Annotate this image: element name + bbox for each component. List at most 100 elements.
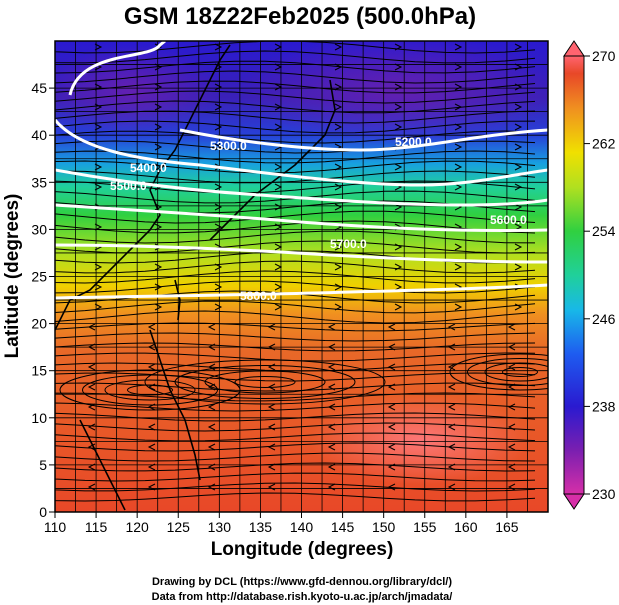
gyre-streamline bbox=[502, 367, 538, 377]
contour-line-5400 bbox=[55, 168, 548, 207]
streamline bbox=[55, 180, 536, 194]
wind-arrow bbox=[387, 383, 396, 391]
contour-label-5600: 5600.0 bbox=[490, 213, 527, 227]
wind-arrow bbox=[447, 323, 456, 331]
wind-arrow bbox=[87, 423, 96, 431]
wind-arrow bbox=[394, 303, 403, 311]
colorbar-ticks: 230 238 246 254 262 270 bbox=[584, 48, 616, 502]
colorbar-tick-label: 238 bbox=[592, 398, 616, 414]
wind-arrow bbox=[454, 83, 463, 91]
y-axis-title: Latitude (degrees) bbox=[2, 194, 23, 359]
wind-arrow bbox=[327, 423, 336, 431]
y-tick-label: 30 bbox=[31, 221, 47, 237]
wind-arrow bbox=[514, 43, 523, 51]
colorbar: 230 238 246 254 262 270 bbox=[563, 40, 616, 510]
wind-arrow bbox=[147, 423, 156, 431]
wind-arrow bbox=[514, 143, 523, 151]
wind-arrow bbox=[87, 443, 96, 451]
wind-arrow bbox=[267, 483, 276, 491]
wind-arrow bbox=[87, 363, 96, 371]
wind-arrow bbox=[214, 43, 223, 51]
colorbar-bottom-arrow bbox=[563, 493, 585, 510]
contour-line-5200-west bbox=[68, 41, 166, 96]
wind-arrow bbox=[327, 383, 336, 391]
contour-label-5800: 5800.0 bbox=[240, 289, 277, 303]
wind-arrow bbox=[267, 383, 276, 391]
wind-arrow bbox=[507, 383, 516, 391]
wind-arrow bbox=[514, 83, 523, 91]
wind-arrow bbox=[454, 263, 463, 271]
wind-arrow bbox=[514, 123, 523, 131]
wind-arrow bbox=[394, 283, 403, 291]
wind-arrow bbox=[387, 323, 396, 331]
wind-arrow bbox=[454, 183, 463, 191]
streamline bbox=[55, 322, 536, 332]
wind-arrow bbox=[334, 203, 343, 211]
colorbar-tick-label: 262 bbox=[592, 136, 616, 152]
wind-arrow bbox=[94, 183, 103, 191]
contour-line-5800 bbox=[55, 283, 548, 300]
wind-arrow bbox=[394, 103, 403, 111]
streamline bbox=[55, 482, 536, 492]
wind-arrow bbox=[154, 83, 163, 91]
wind-arrow bbox=[214, 263, 223, 271]
streamline bbox=[55, 310, 536, 324]
x-tick-label: 165 bbox=[495, 519, 519, 535]
y-tick-label: 40 bbox=[31, 127, 47, 143]
streamline bbox=[55, 220, 536, 234]
wind-arrow bbox=[447, 423, 456, 431]
streamline bbox=[55, 492, 536, 502]
wind-arrow bbox=[507, 443, 516, 451]
credit-data: Data from http://database.rish.kyoto-u.a… bbox=[152, 591, 453, 603]
wind-arrow bbox=[214, 103, 223, 111]
wind-arrow bbox=[87, 383, 96, 391]
streamline bbox=[55, 130, 536, 144]
wind-arrow bbox=[514, 163, 523, 171]
wind-arrow bbox=[147, 403, 156, 411]
wind-arrow bbox=[327, 363, 336, 371]
x-axis-ticks: 110 115 120 125 130 135 140 145 150 155 160 165 bbox=[44, 512, 519, 535]
gyre-streamline bbox=[484, 362, 548, 382]
wind-arrow bbox=[514, 243, 523, 251]
wind-arrow bbox=[154, 303, 163, 311]
streamline bbox=[55, 210, 536, 224]
wind-arrow bbox=[394, 83, 403, 91]
wind-arrow bbox=[514, 303, 523, 311]
wind-arrow bbox=[207, 403, 216, 411]
y-tick-label: 5 bbox=[39, 457, 47, 473]
x-tick-label: 130 bbox=[208, 519, 232, 535]
plot-area: 5200.0 5300.0 5400.0 5500.0 5600.0 5700.… bbox=[55, 41, 548, 512]
wind-arrow bbox=[214, 303, 223, 311]
colorbar-tick-label: 230 bbox=[592, 486, 616, 502]
contour-line-5600 bbox=[55, 243, 548, 264]
streamline bbox=[55, 160, 536, 174]
wind-arrow bbox=[327, 443, 336, 451]
x-axis-title: Longitude (degrees) bbox=[211, 539, 394, 560]
wind-arrow bbox=[514, 263, 523, 271]
wind-arrow bbox=[94, 163, 103, 171]
wind-arrow bbox=[154, 123, 163, 131]
wind-arrow bbox=[447, 443, 456, 451]
wind-arrow bbox=[154, 163, 163, 171]
x-tick-label: 110 bbox=[44, 519, 67, 535]
philippines-coast bbox=[149, 329, 201, 481]
x-tick-label: 115 bbox=[85, 519, 108, 535]
wind-arrow bbox=[454, 103, 463, 111]
streamline bbox=[55, 70, 536, 84]
wind-arrow bbox=[447, 363, 456, 371]
streamline bbox=[55, 190, 536, 204]
wind-arrow bbox=[507, 323, 516, 331]
wind-arrow bbox=[334, 283, 343, 291]
wind-arrow bbox=[147, 383, 156, 391]
wind-arrow bbox=[87, 403, 96, 411]
streamline bbox=[55, 472, 536, 482]
contour-line-5300 bbox=[55, 119, 548, 187]
wind-arrow bbox=[514, 203, 523, 211]
wind-arrow bbox=[267, 323, 276, 331]
wind-arrow bbox=[387, 363, 396, 371]
streamline bbox=[55, 452, 536, 462]
gyre-streamline bbox=[104, 379, 196, 401]
gyre-streamline bbox=[234, 376, 296, 388]
wind-arrow bbox=[327, 323, 336, 331]
credit-drawing: Drawing by DCL (https://www.gfd-dennou.o… bbox=[152, 576, 452, 588]
